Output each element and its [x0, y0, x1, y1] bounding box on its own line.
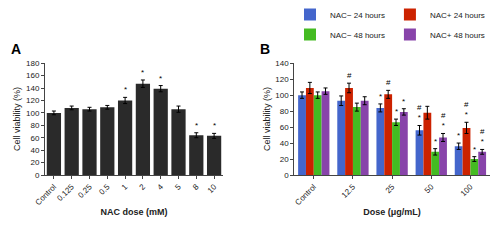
- svg-text:Cell viability (%): Cell viability (%): [12, 87, 22, 151]
- svg-text:100: 100: [275, 91, 289, 100]
- svg-text:NAC− 48 hours: NAC− 48 hours: [330, 31, 385, 40]
- svg-text:B: B: [260, 41, 270, 57]
- svg-text:*: *: [402, 97, 405, 106]
- svg-text:120: 120: [275, 75, 289, 84]
- svg-text:1: 1: [120, 182, 130, 192]
- svg-text:#*: #*: [441, 111, 446, 130]
- svg-text:40: 40: [30, 146, 39, 155]
- svg-text:Cell viability (%): Cell viability (%): [262, 87, 272, 151]
- svg-text:NAC− 24 hours: NAC− 24 hours: [330, 11, 385, 20]
- svg-text:25: 25: [384, 182, 397, 195]
- svg-text:*: *: [213, 121, 216, 130]
- svg-text:5: 5: [173, 182, 183, 192]
- svg-text:*: *: [473, 145, 476, 154]
- svg-text:*: *: [159, 74, 162, 83]
- svg-text:8: 8: [191, 182, 201, 192]
- svg-text:50: 50: [423, 182, 436, 195]
- svg-text:*: *: [124, 85, 127, 94]
- svg-text:0: 0: [35, 171, 40, 180]
- svg-text:Control: Control: [34, 182, 59, 207]
- svg-text:4: 4: [155, 182, 165, 192]
- svg-text:#*: #*: [464, 100, 469, 119]
- svg-text:100: 100: [459, 182, 475, 198]
- svg-text:0.5: 0.5: [97, 182, 112, 197]
- svg-text:60: 60: [280, 123, 289, 132]
- svg-text:0: 0: [284, 171, 289, 180]
- svg-text:*: *: [141, 68, 144, 77]
- svg-text:20: 20: [30, 158, 39, 167]
- svg-text:NAC+ 24 hours: NAC+ 24 hours: [430, 11, 485, 20]
- svg-text:Dose (μg/mL): Dose (μg/mL): [363, 207, 421, 217]
- svg-text:2: 2: [138, 182, 148, 192]
- svg-text:#: #: [386, 78, 391, 87]
- svg-text:NAC+ 48 hours: NAC+ 48 hours: [430, 31, 485, 40]
- svg-text:80: 80: [30, 121, 39, 130]
- svg-text:*: *: [434, 137, 437, 146]
- svg-text:*: *: [395, 107, 398, 116]
- svg-text:80: 80: [280, 107, 289, 116]
- svg-text:140: 140: [26, 84, 40, 93]
- svg-text:*: *: [457, 131, 460, 140]
- svg-text:#*: #*: [480, 127, 485, 146]
- svg-text:#: #: [347, 71, 352, 80]
- svg-text:10: 10: [206, 182, 219, 195]
- svg-text:12.5: 12.5: [340, 182, 358, 200]
- svg-text:180: 180: [26, 59, 40, 68]
- svg-text:NAC dose (mM): NAC dose (mM): [101, 207, 168, 217]
- svg-text:A: A: [11, 41, 21, 57]
- svg-text:0.25: 0.25: [76, 182, 94, 200]
- svg-text:*: *: [195, 121, 198, 130]
- svg-text:Control: Control: [293, 182, 318, 207]
- svg-text:#*: #*: [417, 103, 422, 122]
- svg-text:100: 100: [26, 109, 40, 118]
- svg-text:*: *: [379, 92, 382, 101]
- svg-text:60: 60: [30, 134, 39, 143]
- svg-text:20: 20: [280, 155, 289, 164]
- svg-text:160: 160: [26, 71, 40, 80]
- svg-text:140: 140: [275, 59, 289, 68]
- svg-text:120: 120: [26, 96, 40, 105]
- svg-text:40: 40: [280, 139, 289, 148]
- svg-text:0.125: 0.125: [55, 182, 76, 203]
